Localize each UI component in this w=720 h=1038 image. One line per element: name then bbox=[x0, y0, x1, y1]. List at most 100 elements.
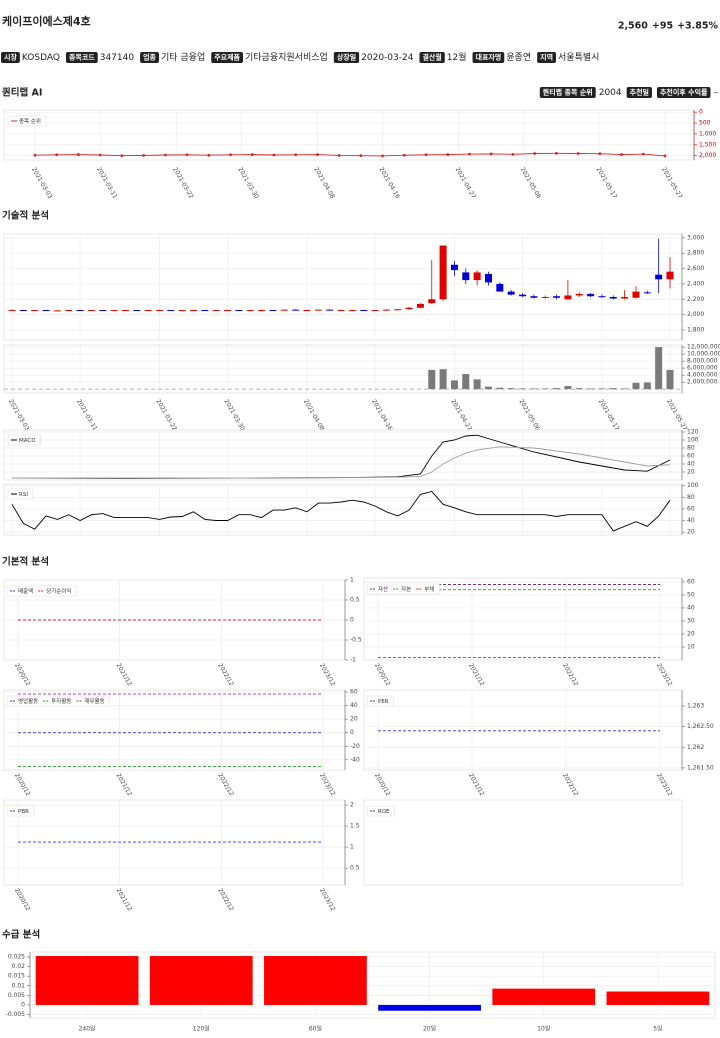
rank-dot bbox=[55, 153, 59, 157]
y-tick-label: 20 bbox=[687, 469, 695, 476]
legend-box bbox=[366, 695, 394, 707]
x-tick-label: 2020/12 bbox=[13, 662, 32, 687]
rank-dot bbox=[424, 153, 428, 157]
candle-body bbox=[326, 309, 334, 311]
candle-body bbox=[110, 310, 118, 312]
y-tick-label: 2,400 bbox=[687, 280, 704, 287]
x-tick-label: 2022/12 bbox=[561, 662, 580, 687]
candle-body bbox=[530, 296, 538, 298]
bar bbox=[462, 374, 470, 390]
rank-dot bbox=[120, 154, 124, 158]
rank-dot bbox=[77, 153, 80, 156]
y-tick-label: 1 bbox=[350, 844, 354, 851]
candle-body bbox=[416, 303, 424, 308]
x-tick-label: 2020/12 bbox=[13, 772, 32, 797]
candle-body bbox=[666, 271, 674, 280]
candle-body bbox=[269, 310, 277, 312]
info-value: 서울특별시 bbox=[558, 52, 599, 63]
x-tick-label: 2020/12 bbox=[373, 662, 392, 687]
chart-frame bbox=[363, 799, 683, 886]
candle-body bbox=[553, 296, 561, 298]
candle-body bbox=[65, 310, 73, 312]
candle-body bbox=[212, 310, 220, 312]
info-label: 종목코드 bbox=[69, 53, 95, 62]
legend-box bbox=[7, 488, 34, 500]
series-line bbox=[34, 152, 666, 157]
rank-dot bbox=[142, 154, 146, 157]
candle-body bbox=[337, 310, 345, 312]
rank-dot bbox=[229, 153, 232, 157]
y-tick-label: 20 bbox=[687, 529, 695, 536]
rank-dot bbox=[554, 151, 558, 155]
rank-dot bbox=[359, 154, 363, 158]
x-tick-label: 5일 bbox=[653, 1025, 662, 1033]
y-tick-label: 0.01 bbox=[12, 982, 26, 989]
y-tick-label: 80 bbox=[687, 445, 695, 452]
bar bbox=[35, 956, 139, 1005]
x-tick-label: 2021/12 bbox=[467, 662, 486, 687]
legend-box bbox=[6, 805, 35, 817]
y-tick-label: 10 bbox=[687, 643, 695, 650]
x-tick-label: 2021-03-30 bbox=[236, 166, 260, 200]
bar bbox=[492, 988, 596, 1005]
y-tick-label: -0.005 bbox=[6, 1011, 26, 1018]
candle-body bbox=[519, 294, 527, 297]
ai-value: – bbox=[714, 88, 719, 98]
y-tick-label: 10,000,000 bbox=[687, 351, 720, 358]
ai-title: 퀀티랩 AI bbox=[2, 87, 42, 99]
rank-dot bbox=[98, 153, 102, 157]
y-tick-label: 40 bbox=[350, 702, 358, 709]
candle-body bbox=[541, 296, 549, 298]
y-tick-label: 30 bbox=[687, 617, 695, 624]
x-tick-label: 2023/12 bbox=[318, 772, 337, 797]
supply-title: 수급 분석 bbox=[2, 929, 40, 941]
x-tick-label: 2021/12 bbox=[467, 772, 486, 797]
info-badge bbox=[211, 52, 243, 63]
candle-body bbox=[53, 310, 61, 312]
chart-frame bbox=[363, 689, 683, 771]
bar bbox=[598, 388, 606, 390]
candle-body bbox=[292, 309, 300, 311]
candle-body bbox=[507, 291, 515, 295]
y-tick-label: 1,800 bbox=[687, 327, 704, 334]
chart-frame bbox=[3, 233, 683, 341]
rank-dot bbox=[641, 152, 645, 156]
candle-body bbox=[450, 264, 458, 271]
candle-body bbox=[598, 296, 606, 298]
x-tick-label: 2021-03-11 bbox=[75, 398, 99, 432]
info-badge bbox=[333, 52, 360, 63]
y-tick-label: 40 bbox=[687, 604, 695, 611]
legend-box bbox=[366, 805, 395, 817]
info-badge bbox=[140, 52, 159, 63]
candle-body bbox=[235, 310, 243, 312]
y-tick-label: 0.02 bbox=[12, 963, 26, 970]
x-tick-label: 2023/12 bbox=[318, 887, 337, 912]
candle-body bbox=[348, 310, 356, 312]
bar bbox=[507, 388, 515, 390]
candle-body bbox=[224, 310, 232, 312]
bar bbox=[473, 379, 481, 390]
x-tick-label: 2021-03-22 bbox=[171, 166, 195, 200]
x-tick-label: 60일 bbox=[309, 1025, 322, 1033]
rank-dot bbox=[250, 153, 254, 156]
candle-body bbox=[121, 310, 129, 312]
info-badge bbox=[537, 52, 557, 63]
y-tick-label: 20 bbox=[687, 630, 695, 637]
x-tick-label: 2022/12 bbox=[561, 772, 580, 797]
x-tick-label: 2021-03-03 bbox=[7, 398, 31, 432]
rank-dot bbox=[163, 153, 167, 157]
x-tick-label: 2023/12 bbox=[318, 662, 337, 687]
candle-body bbox=[405, 307, 413, 310]
legend-box bbox=[7, 115, 47, 127]
info-value: 347140 bbox=[100, 53, 135, 63]
candle-body bbox=[99, 310, 107, 312]
ai-value: 2004 bbox=[599, 88, 622, 98]
bar bbox=[575, 388, 583, 390]
legend-label: ROE bbox=[378, 809, 390, 815]
legend-label: 매출액 bbox=[18, 587, 33, 595]
candle-body bbox=[258, 310, 266, 312]
bar bbox=[609, 388, 617, 390]
y-tick-label: 4,000,000 bbox=[687, 372, 718, 379]
legend-label: MACD bbox=[19, 438, 36, 444]
bar bbox=[655, 347, 663, 390]
